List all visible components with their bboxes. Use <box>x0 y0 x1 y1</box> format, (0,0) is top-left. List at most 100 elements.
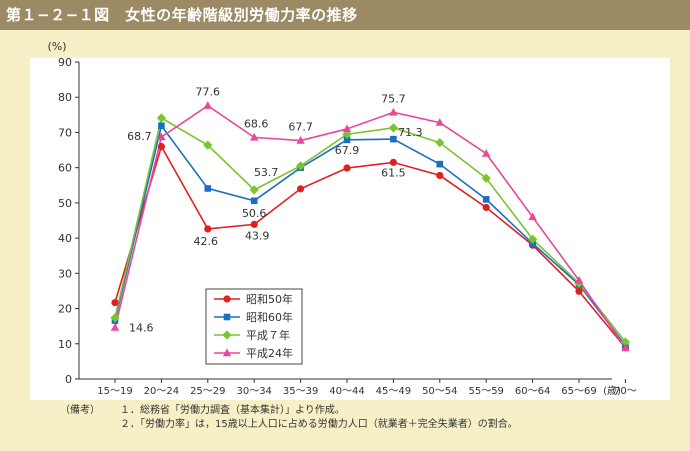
y-tick-label: 0 <box>65 373 72 386</box>
data-label: 61.5 <box>381 166 406 179</box>
legend-label-3: 平成24年 <box>246 346 293 360</box>
data-point-diamond <box>388 123 398 133</box>
y-tick-label: 70 <box>58 126 72 139</box>
data-point-diamond <box>296 161 306 171</box>
data-point-circle <box>482 203 490 212</box>
data-point-triangle <box>482 149 491 157</box>
series-line-0 <box>114 144 627 349</box>
data-point-square <box>343 136 351 144</box>
data-point-circle <box>389 158 397 166</box>
x-tick-label: 25～29 <box>190 386 225 397</box>
data-point-triangle <box>621 343 630 352</box>
data-point-square <box>204 185 212 192</box>
data-point-triangle <box>528 212 537 221</box>
data-point-square <box>250 197 258 205</box>
y-tick-label: 10 <box>58 338 72 351</box>
x-axis-label: (歳) <box>603 385 621 397</box>
title-bar: 第１−２−１図 女性の年齢階級別労働力率の推移 <box>0 0 690 30</box>
x-tick-label: 35～39 <box>283 386 318 397</box>
data-label: 75.7 <box>381 92 406 105</box>
x-tick-label: 55～59 <box>468 386 503 397</box>
data-point-circle <box>343 164 351 172</box>
data-point-triangle <box>203 101 212 109</box>
data-label: 50.6 <box>242 207 267 220</box>
data-point-square <box>436 160 444 168</box>
legend-label-1: 昭和60年 <box>246 310 293 324</box>
data-point-square <box>158 122 165 130</box>
data-label: 43.9 <box>245 229 270 242</box>
legend-label-0: 昭和50年 <box>246 292 293 306</box>
data-label: 53.7 <box>254 166 279 179</box>
data-point-diamond <box>110 313 120 323</box>
notes-label: （備考） <box>60 405 100 416</box>
chart-axes: 0 10 20 30 40 50 60 70 80 90 (%) 15～19 20～24 25～29 30～… <box>30 40 670 400</box>
data-point-diamond <box>203 140 213 150</box>
data-point-triangle <box>342 124 352 133</box>
series-lines <box>114 104 627 349</box>
series-markers <box>110 101 630 352</box>
data-label: 68.7 <box>127 130 152 143</box>
y-tick-label: 40 <box>58 232 72 245</box>
data-point-diamond <box>528 234 538 244</box>
data-point-triangle <box>222 348 232 357</box>
note-line-2: ２．「労働力率」は，15歳以上人口に占める労働力人口（就業者＋完全失業者）の割合… <box>120 419 518 430</box>
data-point-circle <box>297 185 305 193</box>
x-tick-label: 65～69 <box>561 386 596 397</box>
data-label: 67.7 <box>288 121 313 134</box>
data-point-circle <box>223 295 231 303</box>
x-tick-label: 20～24 <box>144 386 179 397</box>
y-tick-label: 30 <box>58 267 72 280</box>
data-point-square <box>482 196 490 203</box>
data-point-diamond <box>222 330 232 340</box>
data-point-triangle <box>435 118 444 126</box>
x-tick-label: 30～34 <box>236 386 271 397</box>
data-point-circle <box>575 287 583 295</box>
data-label: 67.9 <box>335 144 360 157</box>
x-tick-label: 15～19 <box>97 386 132 397</box>
data-point-diamond <box>435 138 445 148</box>
data-point-triangle <box>389 107 398 116</box>
data-point-square <box>390 135 397 143</box>
data-point-circle <box>111 298 119 307</box>
data-point-diamond <box>156 113 166 123</box>
x-tick-label: 60～64 <box>515 386 550 397</box>
data-label: 71.3 <box>398 126 423 139</box>
data-point-triangle <box>574 275 584 284</box>
y-tick-label: 80 <box>58 91 72 104</box>
data-point-square <box>223 313 231 321</box>
legend-box <box>205 288 303 365</box>
data-point-circle <box>250 220 258 228</box>
series-line-3 <box>114 104 627 349</box>
x-tick-label: 70～ <box>614 386 637 397</box>
x-tick-label: 50～54 <box>422 386 457 397</box>
data-point-triangle <box>110 323 120 331</box>
data-point-triangle <box>296 136 305 144</box>
note-line-1: １．総務省「労働力調査（基本集計）」より作成。 <box>120 405 345 416</box>
series-line-2 <box>114 116 627 343</box>
y-axis-label: (%) <box>47 40 66 53</box>
data-point-triangle <box>157 132 166 141</box>
page-title: 第１−２−１図 女性の年齢階級別労働力率の推移 <box>6 6 358 24</box>
y-tick-label: 60 <box>58 162 72 175</box>
series-line-1 <box>114 123 627 347</box>
y-tick-label: 20 <box>58 303 72 316</box>
data-labels: 14.6 68.7 77.6 68.6 67.7 75.7 71.3 53.7 67.9 50.6… <box>127 86 423 335</box>
data-point-circle <box>436 171 444 180</box>
chart-background <box>30 58 670 400</box>
y-tick-label: 90 <box>58 56 72 69</box>
data-point-circle <box>204 225 212 233</box>
data-label: 77.6 <box>196 86 221 99</box>
data-point-diamond <box>481 173 491 183</box>
line-chart: 0 10 20 30 40 50 60 70 80 90 (%) 15～19 20～24 25～29 30～… <box>30 40 670 400</box>
data-point-triangle <box>250 132 259 141</box>
data-label: 42.6 <box>194 235 219 248</box>
data-point-diamond <box>249 185 259 195</box>
data-label: 14.6 <box>129 322 154 335</box>
x-tick-label: 45～49 <box>376 386 411 397</box>
data-point-circle <box>157 142 165 151</box>
x-tick-label: 40～44 <box>329 386 364 397</box>
legend-label-2: 平成７年 <box>246 328 290 342</box>
y-tick-label: 50 <box>58 197 72 210</box>
data-point-diamond <box>620 337 630 347</box>
